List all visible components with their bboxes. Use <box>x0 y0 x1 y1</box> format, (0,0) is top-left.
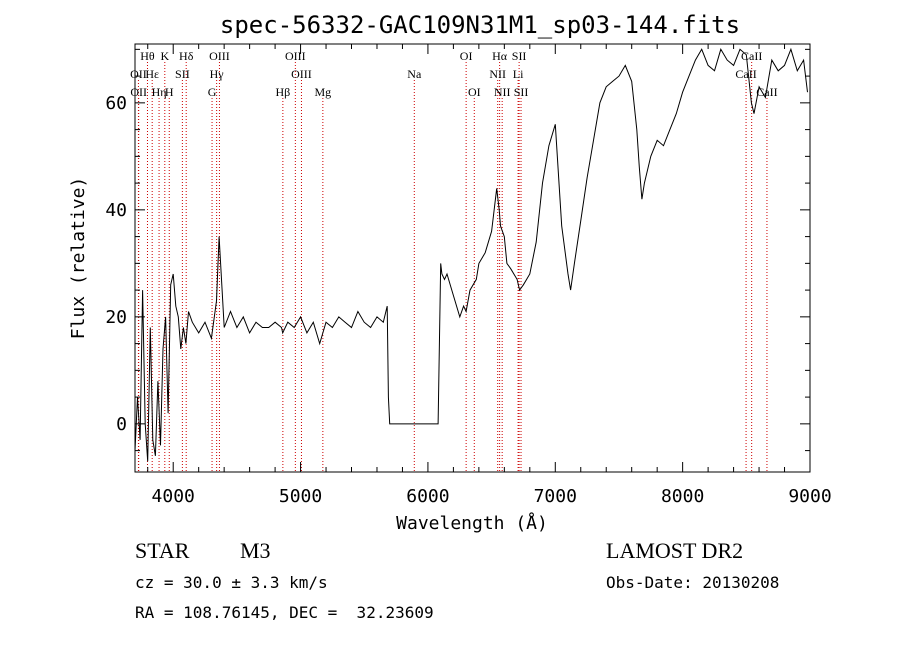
line-marker-label-17: OI <box>460 49 473 63</box>
line-marker-label-18: OI <box>468 85 481 99</box>
y-tick-label: 60 <box>105 93 127 114</box>
line-marker-label-15: Mg <box>315 85 332 99</box>
line-marker-label-27: CaII <box>756 85 777 99</box>
line-marker-label-19: Hα <box>492 49 508 63</box>
line-marker-label-12: OIII <box>285 49 306 63</box>
line-marker-label-26: CaII <box>735 67 756 81</box>
line-marker-label-11: G <box>208 85 217 99</box>
line-marker-label-2: OII <box>130 85 147 99</box>
chart-title: spec-56332-GAC109N31M1_sp03-144.fits <box>220 11 740 39</box>
line-markers <box>137 62 768 472</box>
line-marker-label-13: OIII <box>291 67 312 81</box>
line-marker-label-24: SII <box>514 85 529 99</box>
y-tick-label: 20 <box>105 307 127 328</box>
x-tick-label: 8000 <box>661 486 704 507</box>
line-marker-label-21: NII <box>494 85 511 99</box>
line-marker-label-3: Hε <box>145 67 159 81</box>
line-marker-label-5: K <box>160 49 169 63</box>
line-marker-label-7: SII <box>175 67 190 81</box>
line-marker-label-23: Li <box>513 67 524 81</box>
line-marker-label-10: Hγ <box>210 67 225 81</box>
obs-date-text: Obs-Date: 20130208 <box>606 573 780 592</box>
y-tick-label: 0 <box>116 414 127 435</box>
line-marker-label-1: OII <box>130 67 147 81</box>
survey-label: LAMOST DR2 <box>606 538 744 563</box>
redshift-text: cz = 30.0 ± 3.3 km/s <box>135 573 328 592</box>
x-tick-label: 4000 <box>152 486 195 507</box>
line-marker-label-20: NII <box>489 67 506 81</box>
x-tick-label: 7000 <box>534 486 577 507</box>
x-tick-label: 5000 <box>279 486 322 507</box>
ra-dec-text: RA = 108.76145, DEC = 32.23609 <box>135 603 434 622</box>
y-tick-label: 40 <box>105 200 127 221</box>
y-axis-label: Flux (relative) <box>68 177 89 340</box>
x-tick-label: 9000 <box>788 486 831 507</box>
line-marker-label-9: OIII <box>209 49 230 63</box>
line-marker-label-4: Hη <box>152 85 167 99</box>
x-axis-label: Wavelength (Å) <box>396 512 548 534</box>
y-axis-ticks: 0 20 40 60 <box>105 48 810 452</box>
line-marker-label-25: CaII <box>741 49 762 63</box>
line-marker-label-22: SII <box>512 49 527 63</box>
x-tick-label: 6000 <box>406 486 449 507</box>
star-class-label: STAR <box>135 538 190 563</box>
line-marker-label-0: Hθ <box>140 49 155 63</box>
star-subclass-label: M3 <box>240 538 271 563</box>
x-axis-ticks: 4000 5000 6000 7000 8000 9000 <box>147 44 832 507</box>
line-marker-label-14: Hβ <box>275 85 290 99</box>
plot-frame <box>134 43 811 473</box>
line-marker-label-16: Na <box>407 67 422 81</box>
spectrum-line <box>134 47 808 462</box>
line-marker-label-6: H <box>165 85 174 99</box>
line-marker-label-8: Hδ <box>179 49 194 63</box>
